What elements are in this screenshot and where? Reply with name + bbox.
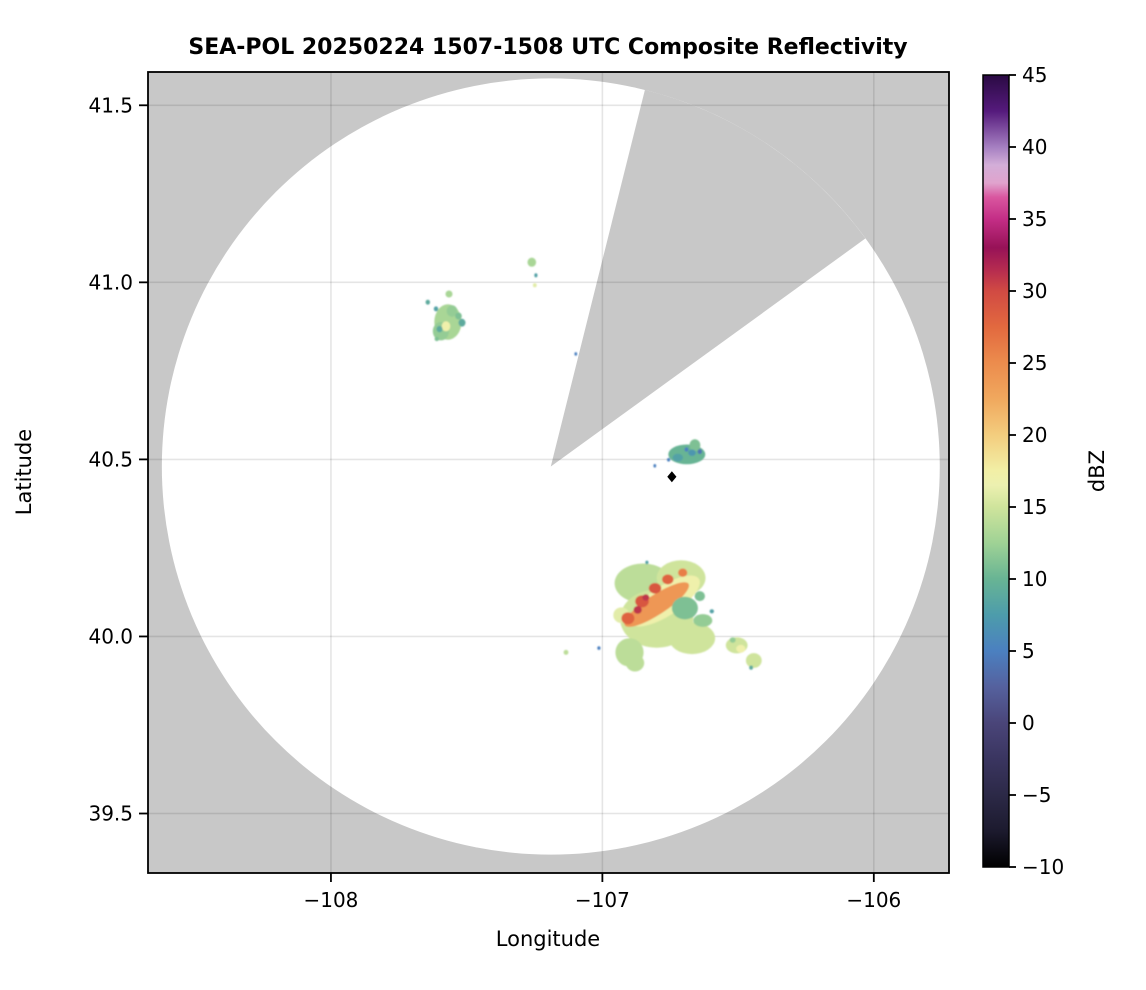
axis-tick-labels: −108 −107 −106 41.5 41.0 40.5 40.0 39.5 <box>88 93 901 912</box>
y-tick-label: 40.0 <box>88 624 133 648</box>
axis-ticks <box>139 104 875 882</box>
echo-blob <box>625 654 645 672</box>
echo-cluster-southeast-cell <box>725 637 762 670</box>
echo-blob <box>689 439 701 452</box>
echo-blob <box>527 257 537 267</box>
echo-blob <box>624 582 690 627</box>
blocked-sector-wedge <box>550 89 866 467</box>
colorbar-tick-label: 15 <box>1022 495 1047 519</box>
y-tick-label: 41.5 <box>88 93 133 117</box>
echo-blob <box>441 321 451 332</box>
echo-blob <box>749 665 753 670</box>
colorbar-tick-label: −5 <box>1022 783 1051 807</box>
reflectivity-echoes <box>425 257 762 672</box>
plot-dynamic-content: −108 −107 −106 41.5 41.0 40.5 40.0 39.5 45 40 35 30… <box>88 63 1064 912</box>
echo-blob <box>621 612 635 625</box>
colorbar-tick-label: 25 <box>1022 351 1047 375</box>
echo-blob <box>445 290 453 298</box>
echo-blob <box>697 449 702 455</box>
echo-blob <box>694 591 705 602</box>
echo-cluster-northwest-cells <box>425 290 466 342</box>
echo-blob <box>678 568 688 577</box>
echo-blob <box>667 458 671 462</box>
echo-blob <box>642 594 650 601</box>
y-axis-label: Latitude <box>12 429 36 515</box>
echo-blob <box>672 453 683 462</box>
echo-blob <box>534 273 538 278</box>
x-tick-label: −107 <box>575 888 630 912</box>
colorbar-tick-label: 10 <box>1022 567 1047 591</box>
echo-blob <box>662 574 674 585</box>
echo-blob <box>434 336 439 342</box>
colorbar-tick-label: 30 <box>1022 279 1047 303</box>
echo-blob <box>446 305 458 317</box>
y-tick-label: 41.0 <box>88 270 133 294</box>
echo-blob <box>563 649 569 655</box>
echo-blob <box>633 606 642 614</box>
colorbar-tick-label: 45 <box>1022 63 1047 87</box>
colorbar-tick-label: 35 <box>1022 207 1047 231</box>
echo-blob <box>671 596 698 620</box>
x-tick-label: −106 <box>846 888 901 912</box>
echo-cluster-north-specks <box>527 257 578 356</box>
x-axis-label: Longitude <box>496 927 600 951</box>
colorbar <box>982 74 1010 868</box>
colorbar-tick-label: 0 <box>1022 711 1035 735</box>
chart-title: SEA-POL 20250224 1507-1508 UTC Composite… <box>188 35 907 60</box>
echo-blob <box>455 312 462 320</box>
plot-border <box>147 71 950 874</box>
colorbar-tick-label: 40 <box>1022 135 1047 159</box>
echo-cluster-main-storm <box>563 560 716 672</box>
y-tick-label: 39.5 <box>88 802 133 826</box>
echo-blob <box>668 622 716 655</box>
y-tick-label: 40.5 <box>88 447 133 471</box>
echo-blob <box>688 449 696 456</box>
colorbar-tick-label: −10 <box>1022 855 1064 879</box>
echo-cluster-central-small-cell <box>653 439 706 468</box>
echo-blob <box>532 283 537 288</box>
echo-blob <box>645 560 649 565</box>
echo-blob <box>425 299 430 305</box>
echo-blob <box>745 653 762 668</box>
echo-blob <box>597 646 601 650</box>
colorbar-label: dBZ <box>1085 450 1109 492</box>
map-area <box>148 72 949 873</box>
colorbar-ticks: 45 40 35 30 25 20 15 10 5 0 −5 −10 <box>1009 63 1064 879</box>
echo-blob <box>648 583 662 594</box>
echo-blob <box>574 352 578 356</box>
echo-blob <box>693 614 713 627</box>
echo-blob <box>433 306 439 312</box>
diamond-marker <box>667 471 677 483</box>
colorbar-tick-label: 20 <box>1022 423 1047 447</box>
x-tick-label: −108 <box>303 888 358 912</box>
echo-blob <box>458 318 466 327</box>
echo-blob <box>709 609 714 614</box>
echo-blob <box>729 637 736 643</box>
echo-blob <box>436 325 443 333</box>
gridlines <box>148 72 949 873</box>
echo-blob <box>653 464 657 468</box>
echo-blob <box>684 447 689 452</box>
colorbar-tick-label: 5 <box>1022 639 1035 663</box>
echo-blob <box>736 644 746 653</box>
